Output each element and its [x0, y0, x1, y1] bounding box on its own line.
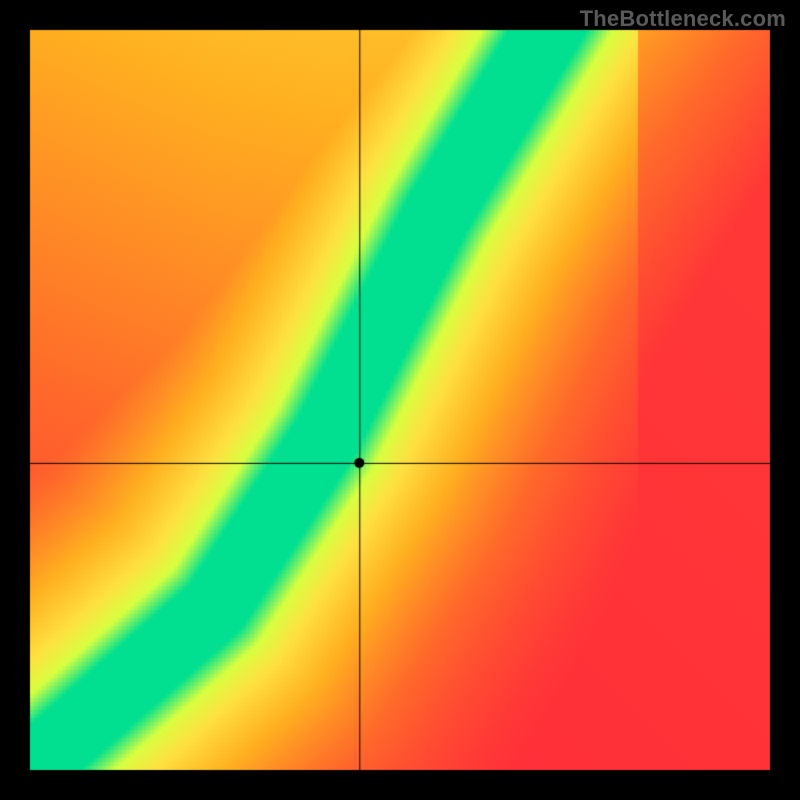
heatmap-canvas — [0, 0, 800, 800]
chart-container: TheBottleneck.com — [0, 0, 800, 800]
watermark-text: TheBottleneck.com — [580, 6, 786, 32]
